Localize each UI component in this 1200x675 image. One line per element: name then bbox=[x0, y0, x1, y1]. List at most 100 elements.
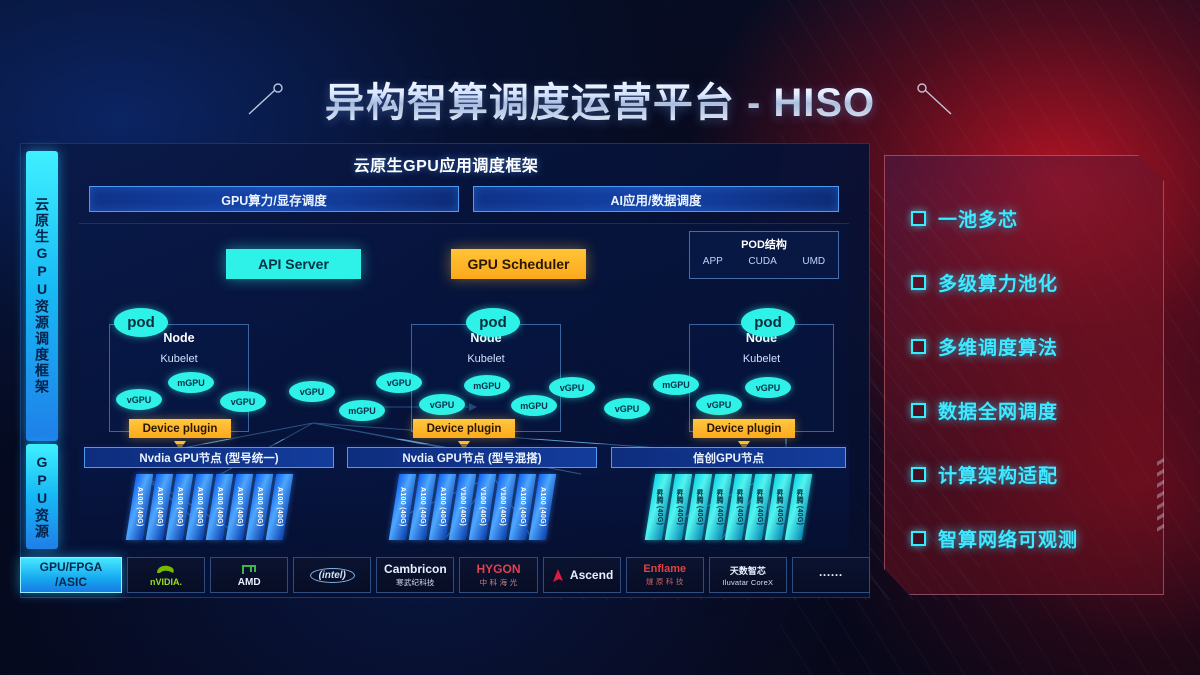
vgpu-2-1[interactable]: vGPU bbox=[376, 372, 422, 393]
feature-label: 一池多芯 bbox=[938, 209, 1019, 231]
pod-node-2[interactable]: pod bbox=[466, 308, 520, 337]
vendor-label-intel: (intel) bbox=[309, 567, 355, 583]
vendor-logo-more[interactable]: ······ bbox=[791, 557, 870, 593]
outer-vgpu-3[interactable]: vGPU bbox=[549, 377, 595, 398]
resource-group-header-1: Nvdia GPU节点 (型号统一) bbox=[84, 447, 334, 468]
gpu-card-label: A100 (40G) bbox=[135, 487, 143, 527]
resource-group-header-3: 信创GPU节点 bbox=[611, 447, 846, 468]
device-plugin-2[interactable]: Device plugin bbox=[413, 419, 515, 438]
pod-node-1[interactable]: pod bbox=[114, 308, 168, 337]
pod-structure-box: POD结构 APP CUDA UMD bbox=[689, 231, 839, 279]
feature-item-multi-level-pooling[interactable]: 多级算力池化 bbox=[911, 250, 1163, 314]
vendor-label-iluvatar: 天数智芯 bbox=[729, 565, 766, 576]
resource-group-nvidia-mixed: Nvdia GPU节点 (型号混搭) A100 (40G) A100 (40G)… bbox=[347, 444, 597, 549]
ascend-logo-icon bbox=[552, 568, 563, 582]
kubelet-label-3: Kubelet bbox=[742, 353, 781, 365]
kubelet-label-1: Kubelet bbox=[160, 353, 198, 365]
device-plugin-1[interactable]: Device plugin bbox=[129, 419, 231, 438]
device-plugin-3[interactable]: Device plugin bbox=[693, 419, 795, 438]
vendor-category-main: GPU/FPGA bbox=[39, 560, 103, 575]
checkbox-icon bbox=[911, 211, 926, 226]
vendor-logo-enflame: Enflame 燧 原 科 技 bbox=[625, 557, 704, 593]
vendor-logo-amd: AMD bbox=[210, 557, 289, 593]
title-right-ornament-icon bbox=[917, 83, 952, 115]
feature-label: 多级算力池化 bbox=[938, 273, 1059, 295]
gpu-card-label: A100 (40G) bbox=[438, 487, 446, 527]
vendor-sub-cambricon: 寒武纪科技 bbox=[396, 578, 435, 587]
checkbox-icon bbox=[911, 403, 926, 418]
mgpu-1-2[interactable]: mGPU bbox=[168, 372, 214, 393]
pod-node-3[interactable]: pod bbox=[741, 308, 795, 337]
feature-item-network-wide-data[interactable]: 数据全网调度 bbox=[911, 378, 1163, 442]
feature-highlight-panel: 一池多芯 多级算力池化 多维调度算法 数据全网调度 计算架构适配 智算网络可观测 bbox=[884, 155, 1164, 595]
gpu-card-label: A100 (40G) bbox=[215, 487, 223, 527]
gpu-card-label: 昇腾 (40G) bbox=[715, 488, 723, 526]
feature-item-multi-dim-scheduling[interactable]: 多维调度算法 bbox=[911, 314, 1163, 378]
vendor-label-nvidia: nVIDIA. bbox=[150, 576, 183, 587]
gpu-card-label: V100 (40G) bbox=[458, 487, 466, 527]
feature-label: 数据全网调度 bbox=[938, 401, 1059, 423]
kubelet-label-2: Kubelet bbox=[467, 353, 505, 365]
sidebar-label-gpu-resource: GPU资源 bbox=[34, 453, 50, 540]
mgpu-2-2[interactable]: mGPU bbox=[464, 375, 510, 396]
mgpu-2-4[interactable]: mGPU bbox=[511, 395, 557, 416]
architecture-panel: 云原生GPU应用调度框架 bbox=[20, 143, 870, 598]
vgpu-3-3[interactable]: vGPU bbox=[745, 377, 791, 398]
gpu-card-label: A100 (40G) bbox=[175, 487, 183, 527]
page-title: 异构智算调度运营平台 - HISO bbox=[325, 70, 875, 128]
sidebar-item-scheduling-framework[interactable]: 云原生GPU资源调度框架 bbox=[26, 151, 58, 441]
pod-layer-cuda: CUDA bbox=[748, 256, 777, 267]
feature-item-one-pool-multi-chip[interactable]: 一池多芯 bbox=[911, 186, 1163, 250]
vendor-label-hygon: HYGON bbox=[476, 562, 521, 576]
outer-vgpu-1[interactable]: vGPU bbox=[289, 381, 335, 402]
panel-title: 云原生GPU应用调度框架 bbox=[353, 158, 539, 175]
node-label-1: Node bbox=[163, 331, 195, 345]
resource-group-header-2: Nvdia GPU节点 (型号混搭) bbox=[347, 447, 597, 468]
gpu-card-label: A100 (40G) bbox=[418, 487, 426, 527]
vendor-logo-iluvatar: 天数智芯 Iluvatar CoreX bbox=[708, 557, 787, 593]
gpu-card-label: 昇腾 (40G) bbox=[775, 488, 783, 526]
vendor-logo-nvidia: nVIDIA. bbox=[127, 557, 206, 593]
vendor-logo-cambricon: Cambricon 寒武纪科技 bbox=[376, 557, 455, 593]
gpu-card-label: 昇腾 (40G) bbox=[795, 488, 803, 526]
nvidia-logo-icon bbox=[157, 565, 174, 573]
vendor-label-cambricon: Cambricon bbox=[384, 562, 447, 576]
outer-mgpu-2[interactable]: mGPU bbox=[339, 400, 385, 421]
resource-group-xinchuang: 信创GPU节点 昇腾 (40G) 昇腾 (40G) 昇腾 (40G) 昇腾 (4… bbox=[611, 444, 846, 549]
vgpu-2-3[interactable]: vGPU bbox=[419, 394, 465, 415]
gpu-card-label: A100 (40G) bbox=[255, 487, 263, 527]
vgpu-3-2[interactable]: vGPU bbox=[696, 394, 742, 415]
gpu-card-label: A100 (40G) bbox=[155, 487, 163, 527]
bar-gpu-compute-scheduling[interactable]: GPU算力/显存调度 bbox=[89, 186, 459, 212]
gpu-card-label: 昇腾 (40G) bbox=[695, 488, 703, 526]
gpu-card-label: 昇腾 (40G) bbox=[675, 488, 683, 526]
gpu-card-label: V100 (40G) bbox=[478, 487, 486, 527]
mgpu-3-1[interactable]: mGPU bbox=[653, 374, 699, 395]
vgpu-1-1[interactable]: vGPU bbox=[116, 389, 162, 410]
gpu-resource-region: Nvdia GPU节点 (型号统一) A100 (40G) A100 (40G)… bbox=[79, 444, 849, 549]
vendor-logo-row: GPU/FPGA /ASIC nVIDIA. AMD (intel) Cambr… bbox=[20, 557, 870, 593]
pod-structure-title: POD结构 bbox=[741, 239, 787, 251]
vendor-label-enflame: Enflame bbox=[643, 563, 687, 575]
gpu-card-label: A100 (40G) bbox=[195, 487, 203, 527]
outer-vgpu-4[interactable]: vGPU bbox=[604, 398, 650, 419]
checkbox-icon bbox=[911, 531, 926, 546]
vendor-sub-enflame: 燧 原 科 技 bbox=[645, 577, 684, 586]
vendor-category-gpu-fpga-asic: GPU/FPGA /ASIC bbox=[20, 557, 122, 593]
feature-item-arch-adaptation[interactable]: 计算架构适配 bbox=[911, 442, 1163, 506]
gpu-scheduler-box[interactable]: GPU Scheduler bbox=[451, 249, 586, 279]
gpu-card-list-2: A100 (40G) A100 (40G) A100 (40G) V100 (4… bbox=[347, 474, 597, 544]
feature-label: 多维调度算法 bbox=[938, 337, 1059, 359]
api-server-box[interactable]: API Server bbox=[226, 249, 361, 279]
feature-item-network-observability[interactable]: 智算网络可观测 bbox=[911, 506, 1163, 570]
vendor-logo-ascend: Ascend bbox=[542, 557, 621, 593]
sidebar-item-gpu-resource[interactable]: GPU资源 bbox=[26, 444, 58, 549]
gpu-card-label: A100 (40G) bbox=[518, 487, 526, 527]
vgpu-1-3[interactable]: vGPU bbox=[220, 391, 266, 412]
checkbox-icon bbox=[911, 275, 926, 290]
feature-label: 计算架构适配 bbox=[938, 465, 1059, 487]
bar-ai-app-data-scheduling[interactable]: AI应用/数据调度 bbox=[473, 186, 839, 212]
gpu-card-label: V100 (40G) bbox=[498, 487, 506, 527]
gpu-card-label: A100 (40G) bbox=[275, 487, 283, 527]
